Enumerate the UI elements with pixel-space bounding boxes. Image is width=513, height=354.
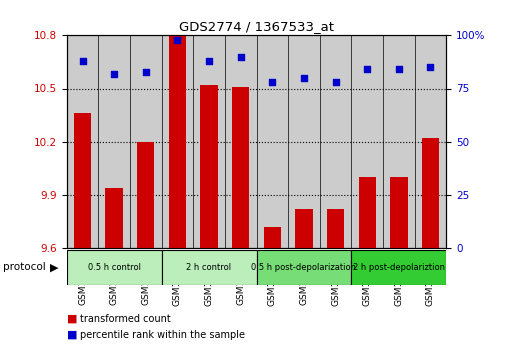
Bar <box>288 35 320 248</box>
Bar <box>351 35 383 248</box>
Bar <box>67 250 162 285</box>
Point <box>236 54 245 59</box>
Point <box>394 67 403 72</box>
Point <box>268 79 277 85</box>
Text: ▶: ▶ <box>50 262 59 272</box>
Bar <box>422 138 439 248</box>
Text: percentile rank within the sample: percentile rank within the sample <box>80 330 245 339</box>
Text: ■: ■ <box>67 330 77 339</box>
Point <box>142 69 150 74</box>
Point <box>426 64 435 70</box>
Bar <box>327 209 344 248</box>
Text: 2 h control: 2 h control <box>187 263 231 272</box>
Point <box>173 37 182 42</box>
Bar <box>137 142 154 248</box>
Point <box>205 58 213 64</box>
Bar <box>383 35 415 248</box>
Bar <box>162 250 256 285</box>
Text: 2 h post-depolariztion: 2 h post-depolariztion <box>353 263 445 272</box>
Bar <box>201 85 218 248</box>
Title: GDS2774 / 1367533_at: GDS2774 / 1367533_at <box>179 20 334 33</box>
Text: protocol: protocol <box>3 262 45 272</box>
Bar <box>232 87 249 248</box>
Bar <box>225 35 256 248</box>
Text: ■: ■ <box>67 314 77 324</box>
Bar <box>320 35 351 248</box>
Point <box>331 79 340 85</box>
Bar <box>169 35 186 248</box>
Text: 0.5 h control: 0.5 h control <box>88 263 141 272</box>
Bar <box>256 35 288 248</box>
Bar <box>390 177 407 248</box>
Bar <box>264 227 281 248</box>
Bar <box>295 209 312 248</box>
Point <box>78 58 87 64</box>
Bar <box>351 250 446 285</box>
Bar <box>74 113 91 248</box>
Bar <box>98 35 130 248</box>
Bar <box>256 250 351 285</box>
Bar <box>193 35 225 248</box>
Bar <box>106 188 123 248</box>
Point <box>363 67 371 72</box>
Bar <box>130 35 162 248</box>
Bar <box>415 35 446 248</box>
Text: transformed count: transformed count <box>80 314 170 324</box>
Bar <box>67 35 98 248</box>
Bar <box>162 35 193 248</box>
Point <box>300 75 308 81</box>
Point <box>110 71 118 76</box>
Bar <box>359 177 376 248</box>
Text: 0.5 h post-depolarization: 0.5 h post-depolarization <box>251 263 357 272</box>
